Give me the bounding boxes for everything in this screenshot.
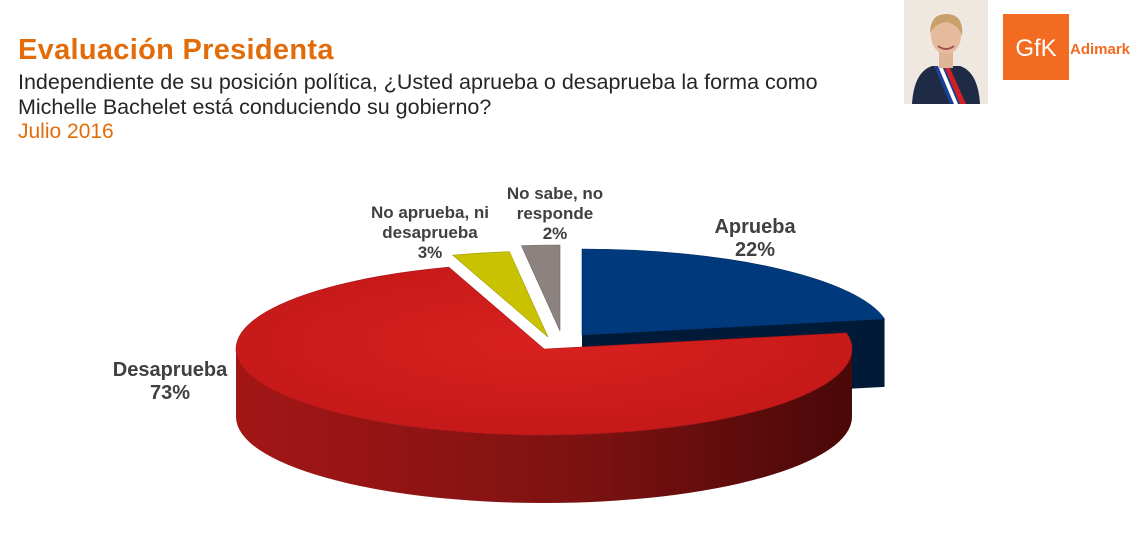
- label-aprueba-value: 22%: [734, 239, 776, 261]
- logo-text: Adimark: [1070, 41, 1131, 58]
- label-ni-line1: No aprueba, ni: [370, 203, 490, 222]
- pie-side-1: [236, 349, 852, 503]
- label-ni-aprueba: No aprueba, ni desaprueba 3%: [350, 203, 510, 263]
- label-desaprueba-name: Desaprueba: [112, 359, 228, 381]
- label-ni-line2: desaprueba: [382, 223, 478, 242]
- label-no-sabe: No sabe, no responde 2%: [480, 184, 630, 244]
- pie-slice-no-sabe-no-responde: [520, 244, 561, 332]
- label-ni-value: 3%: [417, 243, 443, 262]
- label-ns-line1: No sabe, no: [506, 184, 604, 203]
- survey-date: Julio 2016: [18, 120, 114, 143]
- label-ns-line2: responde: [516, 204, 594, 223]
- gfk-logo: GfK: [1003, 14, 1069, 80]
- page-title: Evaluación Presidenta: [18, 34, 334, 66]
- label-desaprueba-value: 73%: [149, 382, 191, 404]
- president-photo: [904, 0, 988, 104]
- pie-slice-aprueba: [581, 248, 886, 336]
- label-aprueba-name: Aprueba: [714, 216, 796, 238]
- pie-slice-no-aprueba-ni-desaprueba: [452, 251, 549, 338]
- label-desaprueba: Desaprueba 73%: [90, 359, 250, 405]
- label-ns-value: 2%: [542, 224, 568, 243]
- survey-question: Independiente de su posición política, ¿…: [18, 70, 818, 119]
- pie-slice-desaprueba: [235, 266, 853, 436]
- logo-mark: GfK: [1015, 35, 1056, 62]
- label-aprueba: Aprueba 22%: [690, 216, 820, 262]
